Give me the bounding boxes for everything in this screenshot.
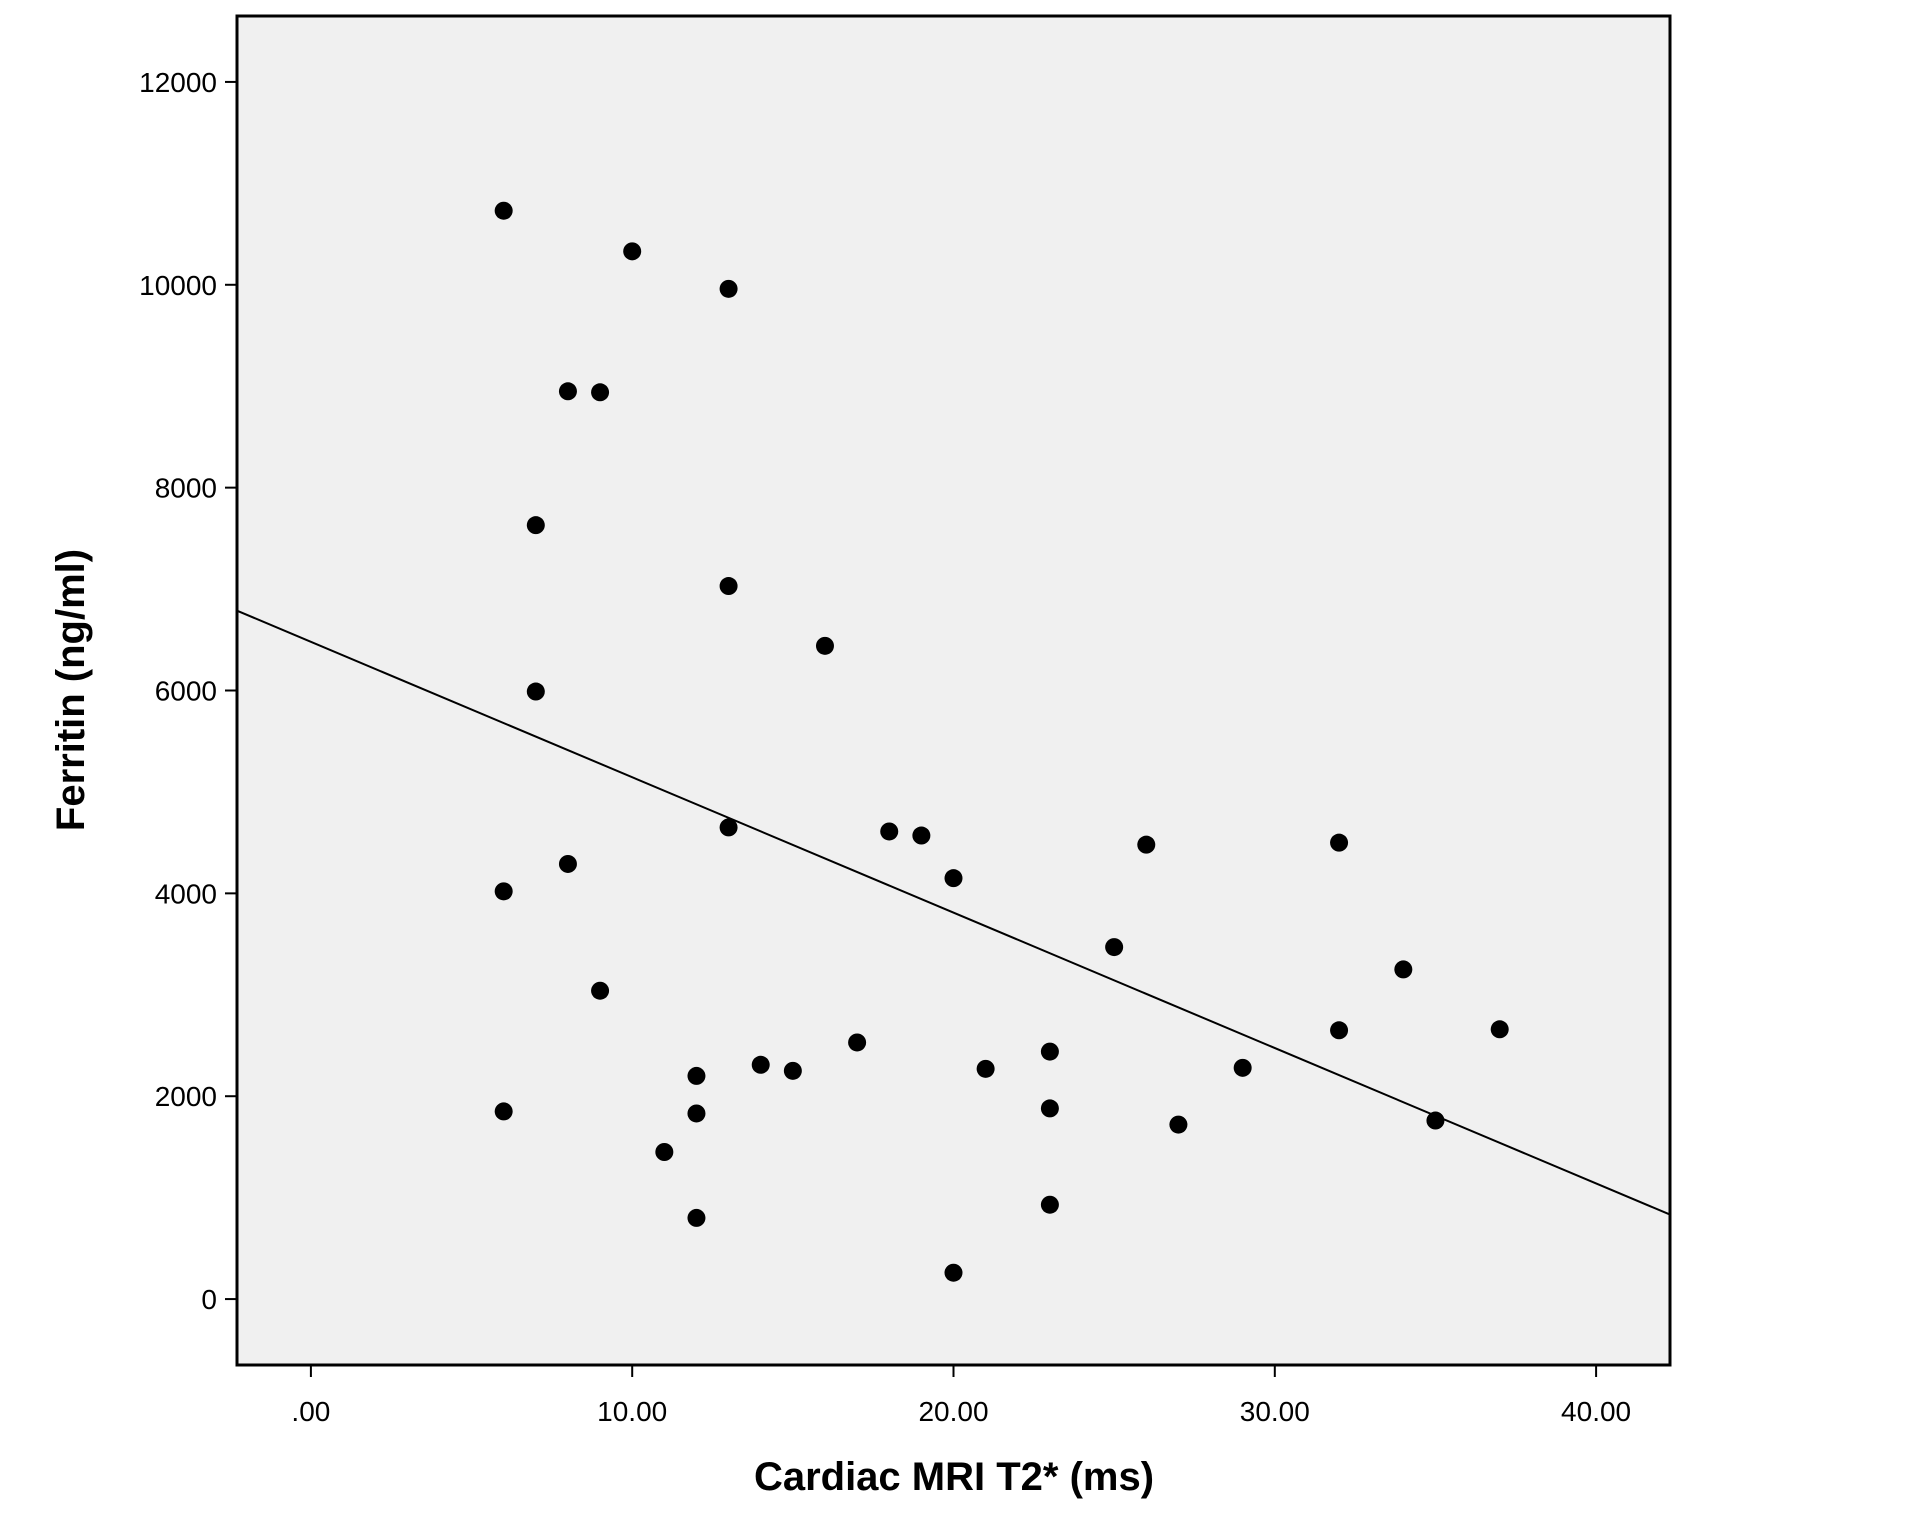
x-tick-label: 10.00	[597, 1396, 667, 1427]
x-tick-label: 40.00	[1561, 1396, 1631, 1427]
data-point	[494, 201, 513, 220]
data-point	[719, 818, 738, 837]
y-tick-label: 2000	[155, 1081, 217, 1112]
data-point	[719, 577, 738, 596]
data-point	[526, 516, 545, 535]
y-tick-label: 12000	[139, 67, 217, 98]
data-point	[1169, 1115, 1188, 1134]
data-point	[783, 1061, 802, 1080]
data-point	[912, 826, 931, 845]
data-point	[815, 636, 834, 655]
data-point	[687, 1066, 706, 1085]
data-point	[944, 869, 963, 888]
y-tick-label: 6000	[155, 676, 217, 707]
data-point	[848, 1033, 867, 1052]
data-point	[719, 279, 738, 298]
data-point	[494, 882, 513, 901]
data-points	[494, 201, 1509, 1282]
data-point	[558, 854, 577, 873]
plot-area	[237, 16, 1670, 1365]
data-point	[494, 1102, 513, 1121]
y-axis: 0 2000 4000 6000 8000 10000 12000	[139, 67, 237, 1315]
y-tick-label: 4000	[155, 878, 217, 909]
data-point	[944, 1263, 963, 1282]
y-axis-title: Ferritin (ng/ml)	[49, 549, 93, 831]
data-point	[1426, 1111, 1445, 1130]
data-point	[1105, 938, 1124, 957]
data-point	[751, 1055, 770, 1074]
data-point	[1040, 1099, 1059, 1118]
x-axis: .00 10.00 20.00 30.00 40.00	[291, 1365, 1631, 1427]
data-point	[1394, 960, 1413, 979]
x-tick-label: 30.00	[1240, 1396, 1310, 1427]
data-point	[1233, 1058, 1252, 1077]
data-point	[1137, 835, 1156, 854]
y-tick-label: 0	[201, 1284, 217, 1315]
data-point	[1040, 1195, 1059, 1214]
data-point	[526, 682, 545, 701]
data-point	[1040, 1042, 1059, 1061]
data-point	[558, 382, 577, 401]
data-point	[976, 1059, 995, 1078]
data-point	[1330, 1021, 1349, 1040]
data-point	[591, 383, 610, 402]
x-axis-title: Cardiac MRI T2* (ms)	[754, 1455, 1154, 1499]
data-point	[655, 1143, 674, 1161]
x-tick-label: .00	[291, 1396, 330, 1427]
y-tick-label: 8000	[155, 473, 217, 504]
data-point	[623, 242, 642, 261]
data-point	[880, 822, 899, 841]
data-point	[1490, 1020, 1509, 1039]
data-point	[687, 1208, 706, 1227]
y-tick-label: 10000	[139, 270, 217, 301]
data-point	[687, 1104, 706, 1123]
data-point	[1330, 833, 1349, 852]
data-point	[591, 981, 610, 1000]
x-tick-label: 20.00	[918, 1396, 988, 1427]
